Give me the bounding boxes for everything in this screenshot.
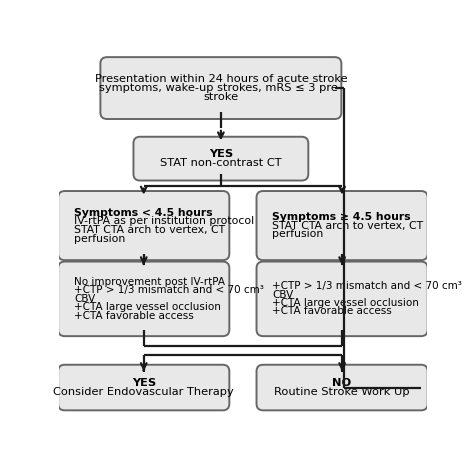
Text: No improvement post IV-rtPA: No improvement post IV-rtPA: [74, 277, 225, 287]
Text: CBV: CBV: [74, 294, 95, 304]
Text: Symptoms ≥ 4.5 hours: Symptoms ≥ 4.5 hours: [272, 212, 411, 222]
FancyBboxPatch shape: [100, 57, 341, 119]
Text: +CTA large vessel occlusion: +CTA large vessel occlusion: [74, 302, 221, 312]
Text: STAT non-contrast CT: STAT non-contrast CT: [160, 158, 282, 168]
Text: +CTP > 1/3 mismatch and < 70 cm³: +CTP > 1/3 mismatch and < 70 cm³: [74, 285, 264, 296]
Text: NO: NO: [332, 378, 352, 388]
Text: Symptoms < 4.5 hours: Symptoms < 4.5 hours: [74, 208, 212, 218]
Text: Consider Endovascular Therapy: Consider Endovascular Therapy: [54, 387, 234, 397]
Text: stroke: stroke: [203, 92, 238, 102]
Text: CBV: CBV: [272, 290, 293, 300]
Text: Routine Stroke Work Up: Routine Stroke Work Up: [274, 387, 410, 397]
Text: YES: YES: [209, 149, 233, 159]
Text: perfusion: perfusion: [272, 229, 324, 239]
FancyBboxPatch shape: [58, 262, 229, 336]
Text: symptoms, wake-up strokes, mRS ≤ 3 pre-: symptoms, wake-up strokes, mRS ≤ 3 pre-: [100, 83, 342, 93]
Text: +CTA favorable access: +CTA favorable access: [74, 311, 194, 321]
Text: YES: YES: [132, 378, 156, 388]
Text: STAT CTA arch to vertex, CT: STAT CTA arch to vertex, CT: [74, 225, 225, 235]
Text: +CTP > 1/3 mismatch and < 70 cm³: +CTP > 1/3 mismatch and < 70 cm³: [272, 282, 462, 291]
Text: +CTA favorable access: +CTA favorable access: [272, 306, 392, 316]
Text: Presentation within 24 hours of acute stroke: Presentation within 24 hours of acute st…: [95, 74, 347, 84]
Text: perfusion: perfusion: [74, 234, 125, 243]
FancyBboxPatch shape: [58, 191, 229, 260]
FancyBboxPatch shape: [134, 137, 308, 180]
FancyBboxPatch shape: [58, 365, 229, 410]
FancyBboxPatch shape: [256, 365, 428, 410]
FancyBboxPatch shape: [256, 262, 428, 336]
Text: STAT CTA arch to vertex, CT: STAT CTA arch to vertex, CT: [272, 220, 423, 231]
FancyBboxPatch shape: [256, 191, 428, 260]
Text: IV-rtPA as per institution protocol: IV-rtPA as per institution protocol: [74, 216, 254, 226]
Text: +CTA large vessel occlusion: +CTA large vessel occlusion: [272, 298, 419, 308]
